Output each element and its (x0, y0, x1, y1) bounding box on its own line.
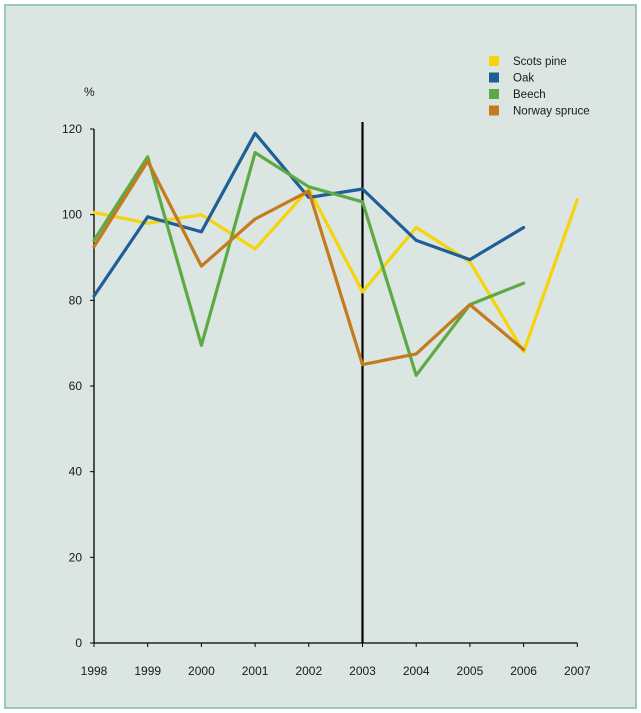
x-tick-label: 1998 (81, 664, 108, 678)
x-tick-label: 2006 (510, 664, 537, 678)
legend: Scots pine Oak Beech Norway spruce (489, 56, 590, 118)
series-lines (92, 131, 579, 377)
y-tick-label: 0 (75, 636, 82, 650)
legend-swatch (489, 72, 499, 83)
chart-frame (4, 4, 637, 709)
y-tick-label: 60 (69, 379, 83, 393)
y-tick-label: 40 (69, 465, 83, 479)
legend-swatch (489, 56, 499, 66)
series-line-oak (92, 131, 526, 298)
legend-label: Scots pine (513, 56, 567, 68)
legend-swatch (489, 89, 499, 99)
axes: 0 20 40 60 80 100 120% 1998 1999 2000 2001 2002 2003… (62, 85, 591, 678)
x-tick-label: 2005 (457, 664, 484, 678)
legend-label: Oak (513, 73, 534, 85)
series-line-beech (92, 151, 526, 377)
y-tick-label: 80 (69, 293, 83, 307)
y-tick-label: 100 (62, 208, 82, 222)
y-axis-label: % (84, 85, 95, 99)
x-tick-label: 1999 (134, 664, 161, 678)
x-tick-label: 2003 (349, 664, 376, 678)
x-tick-label: 2000 (188, 664, 215, 678)
y-tick-label: 20 (69, 550, 83, 564)
x-tick-label: 2001 (242, 664, 269, 678)
legend-swatch (489, 105, 499, 116)
y-tick-label: 120 (62, 122, 82, 136)
x-tick-label: 2002 (295, 664, 322, 678)
x-tick-label: 2007 (564, 664, 591, 678)
series-line-scots-pine (92, 187, 579, 354)
series-line-norway-spruce (92, 159, 526, 367)
legend-label: Beech (513, 89, 546, 101)
x-tick-label: 2004 (403, 664, 430, 678)
legend-label: Norway spruce (513, 106, 590, 118)
